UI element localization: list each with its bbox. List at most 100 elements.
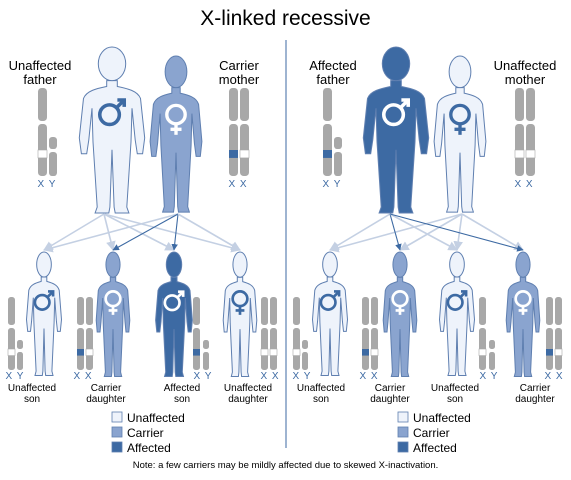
right-child-3-figure-body xyxy=(438,276,476,376)
left-legend-carrier-label: Carrier xyxy=(127,426,164,440)
right-father-figure-male-circle xyxy=(381,103,406,127)
left-legend-carrier-swatch xyxy=(111,426,123,438)
left-child-4-status-line2: daughter xyxy=(228,394,268,405)
right-child-3-y-chromosome xyxy=(489,340,495,370)
right-legend-unaffected-swatch xyxy=(397,411,409,423)
right-child-2-x2-chromosome-allele-band xyxy=(370,348,379,356)
left-father-figure xyxy=(78,46,146,214)
right-child-4-x1-chromosome-p-arm xyxy=(546,297,553,325)
left-mother-x2-chromosome-allele-band xyxy=(239,149,250,159)
right-mother-figure-head xyxy=(448,55,472,89)
right-father-label-line1: Affected xyxy=(309,58,357,73)
right-child-3-x-chromosome-allele-band xyxy=(478,348,487,356)
right-child-1-figure-body xyxy=(311,276,349,376)
left-child-1-figure xyxy=(25,251,63,376)
right-mother-chromosome-label: X X xyxy=(514,179,534,190)
right-mother-arrow-to-child-4 xyxy=(461,213,524,251)
right-child-4-chromosome-label: X X xyxy=(544,371,564,382)
left-child-1-figure-male-symbol-icon xyxy=(33,290,55,311)
left-child-2-x1-chromosome xyxy=(77,297,84,370)
right-mother-x2-chromosome xyxy=(525,88,536,176)
left-mother-figure-female-symbol-icon xyxy=(165,103,187,135)
left-mother-x1-chromosome-p-arm xyxy=(229,88,238,121)
right-child-4-x2-chromosome-allele-band xyxy=(554,348,563,356)
left-child-3-y-chromosome-q-arm xyxy=(203,352,209,370)
left-child-2-x2-chromosome-allele-band xyxy=(85,348,94,356)
right-father-x-chromosome-allele-band xyxy=(323,150,332,158)
left-child-4-x1-chromosome xyxy=(260,297,269,370)
left-mother-figure-body xyxy=(149,87,203,213)
right-child-1-status: Unaffected son xyxy=(292,383,350,405)
left-child-4-figure-female-symbol-icon xyxy=(231,290,249,315)
left-mother-arrow-to-child-1 xyxy=(43,213,179,253)
right-child-3-x-chromosome-p-arm xyxy=(479,297,486,325)
right-child-1-status-line2: son xyxy=(312,394,330,405)
left-father-label-line1: Unaffected xyxy=(8,58,72,73)
right-child-1-y-chromosome-p-arm xyxy=(302,340,308,349)
right-mother-x1-chromosome xyxy=(514,88,525,176)
right-child-3-figure-male-circle xyxy=(446,293,464,311)
left-child-2-x1-chromosome-p-arm xyxy=(77,297,84,325)
left-child-3-x-chromosome xyxy=(193,297,200,370)
left-child-4-chromosome-label: X X xyxy=(260,371,280,382)
right-child-4-x1-chromosome xyxy=(546,297,553,370)
right-child-3-status: Unaffected son xyxy=(426,383,484,405)
left-child-1-y-chromosome-q-arm xyxy=(17,352,23,370)
left-mother-figure-head xyxy=(164,55,188,89)
left-child-2-chromosome-label: X X xyxy=(73,371,93,382)
right-child-1-figure-male-symbol-icon xyxy=(319,290,341,311)
diagram-title: X-linked recessive xyxy=(200,7,371,30)
left-father-y-chromosome-q-arm xyxy=(49,152,57,176)
right-mother-figure-female-symbol-icon xyxy=(449,103,471,135)
right-child-1-x-chromosome-p-arm xyxy=(293,297,300,325)
left-father-figure-head xyxy=(97,46,127,82)
left-child-3-x-chromosome-p-arm xyxy=(193,297,200,325)
left-child-3-figure-male-symbol-icon xyxy=(163,290,185,312)
right-father-arrow-to-child-1 xyxy=(329,213,391,251)
left-child-4-x2-chromosome-p-arm xyxy=(270,297,277,325)
right-child-3-chromosome-label: X Y xyxy=(479,371,499,382)
right-child-2-status-line1: Carrier xyxy=(374,383,406,394)
right-child-3-figure-male-symbol-icon xyxy=(446,290,468,311)
right-child-2-figure-body xyxy=(382,276,418,377)
left-child-2-x1-chromosome-allele-band xyxy=(77,349,84,356)
left-child-4-figure-body xyxy=(222,276,258,377)
right-child-4-status-line1: Carrier xyxy=(519,383,551,394)
right-child-2-x1-chromosome-p-arm xyxy=(362,297,369,325)
left-legend-unaffected-label: Unaffected xyxy=(127,411,185,425)
left-child-3-figure-male-arrow-head xyxy=(178,290,185,297)
left-father-figure-male-arrow-head xyxy=(117,98,127,107)
right-child-1-figure xyxy=(311,251,349,376)
right-child-3-figure-male-arrow-head xyxy=(461,290,468,297)
right-father-figure-head xyxy=(381,46,411,82)
right-child-1-figure-male-circle xyxy=(319,293,337,311)
left-father-y-chromosome xyxy=(49,137,57,176)
left-father-figure-male-symbol-icon xyxy=(97,98,127,127)
left-child-4-figure xyxy=(222,251,258,377)
left-father-label: Unaffected father xyxy=(0,59,80,87)
left-father-arrow-to-child-3 xyxy=(103,213,175,251)
right-mother-figure-body xyxy=(433,87,487,213)
right-mother-label-line1: Unaffected xyxy=(493,58,557,73)
right-father-figure-male-arrow-head xyxy=(401,98,411,107)
left-father-x-chromosome xyxy=(37,88,48,176)
left-child-3-figure-male-circle xyxy=(163,294,181,312)
left-legend-unaffected-swatch xyxy=(111,411,123,423)
left-mother-figure xyxy=(149,55,203,213)
left-legend-affected-label: Affected xyxy=(127,441,171,455)
left-mother-label-line2: mother xyxy=(218,72,260,87)
left-child-1-x-chromosome-allele-band xyxy=(7,348,16,356)
right-child-3-figure xyxy=(438,251,476,376)
right-legend-affected-swatch xyxy=(397,441,409,453)
left-father-label-line2: father xyxy=(23,72,57,87)
right-father-y-chromosome xyxy=(334,137,342,176)
left-child-1-y-chromosome-p-arm xyxy=(17,340,23,349)
left-child-2-figure xyxy=(95,251,131,377)
right-mother-arrow-to-child-2 xyxy=(399,213,463,251)
left-child-3-x-chromosome-allele-band xyxy=(193,349,200,356)
right-child-2-figure-head xyxy=(392,251,408,278)
right-child-1-y-chromosome xyxy=(302,340,308,370)
left-mother-x1-chromosome xyxy=(229,88,238,176)
right-child-3-y-chromosome-p-arm xyxy=(489,340,495,349)
